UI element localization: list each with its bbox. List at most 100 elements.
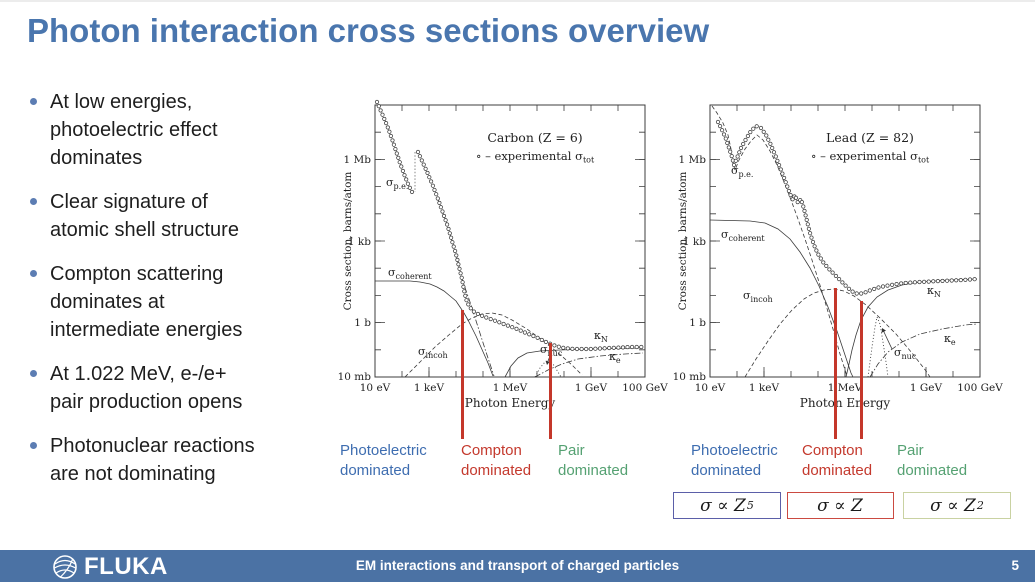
data-point	[579, 346, 584, 352]
bullet-item: Compton scattering dominates at intermed…	[30, 260, 342, 344]
data-point	[552, 343, 557, 348]
data-point	[738, 145, 744, 151]
data-point	[799, 200, 804, 205]
pair-nuclear-curve	[504, 347, 644, 378]
data-point	[885, 283, 890, 288]
data-point	[804, 217, 809, 222]
footer-bar: FLUKA EM interactions and transport of c…	[0, 550, 1035, 582]
data-point	[967, 277, 973, 282]
data-point	[786, 188, 791, 193]
bullet-icon	[30, 198, 37, 205]
carbon-pair-region-label: Pair dominated	[558, 442, 629, 479]
data-point	[949, 278, 954, 283]
data-point	[417, 154, 422, 159]
x-tick-label: 100 GeV	[957, 382, 1003, 394]
pair-electron-curve	[534, 352, 644, 378]
data-point	[726, 145, 731, 150]
data-point	[446, 226, 451, 231]
lead-chart: Cross section, barns/atom 1 Mb 1 kb 1 b …	[673, 90, 1003, 422]
kappa-n-label: κN	[594, 329, 608, 344]
data-point	[899, 281, 904, 286]
y-tick-label: 10 mb	[338, 371, 372, 383]
data-point	[840, 280, 845, 285]
page-title: Photon interaction cross sections overvi…	[27, 12, 710, 49]
data-point	[505, 323, 510, 328]
data-point	[390, 138, 395, 143]
experimental-data-points	[718, 122, 977, 294]
x-tick-label: 1 keV	[749, 382, 780, 394]
data-point	[729, 154, 734, 159]
data-point	[809, 235, 814, 240]
data-point	[894, 282, 899, 287]
data-point	[778, 167, 783, 172]
data-point	[510, 325, 515, 330]
data-point	[388, 133, 393, 139]
data-point	[543, 339, 548, 344]
data-point	[940, 278, 945, 283]
data-point	[518, 328, 523, 333]
data-point	[501, 321, 506, 327]
data-point	[737, 150, 742, 155]
data-point	[743, 137, 748, 143]
data-point	[376, 104, 381, 109]
data-point	[785, 184, 790, 189]
data-point	[445, 222, 450, 227]
coherent-curve	[375, 280, 494, 377]
y-axis-title: Cross section, barns/atom	[677, 172, 689, 311]
data-point	[771, 150, 777, 155]
data-point	[846, 286, 852, 291]
nuc-arrow	[883, 330, 893, 350]
fluka-globe-icon	[53, 555, 77, 579]
data-point	[917, 279, 922, 285]
data-point	[438, 205, 443, 210]
data-point	[837, 277, 842, 282]
data-point	[827, 267, 832, 272]
data-point	[456, 262, 461, 267]
data-point	[611, 345, 616, 350]
data-point	[816, 252, 821, 257]
x-tick-label: 1 GeV	[910, 382, 943, 394]
chart-title: Carbon (Z = 6)	[487, 130, 582, 145]
bullet-text: Clear signature of atomic shell structur…	[50, 191, 239, 241]
data-point	[393, 147, 398, 152]
data-point	[931, 279, 936, 284]
data-point	[908, 280, 913, 285]
data-point	[854, 291, 859, 296]
data-point	[863, 290, 868, 295]
data-point	[399, 164, 404, 169]
bullet-text: At 1.022 MeV, e-/e+ pair production open…	[50, 363, 243, 413]
data-point	[766, 137, 771, 142]
data-point	[620, 345, 626, 350]
data-point	[721, 132, 727, 137]
sigma-pe-label: σp.e.	[386, 176, 408, 191]
data-point	[630, 344, 635, 350]
data-point	[802, 208, 807, 213]
carbon-compton-boundary-line	[461, 310, 464, 439]
data-point	[821, 260, 826, 265]
data-point	[391, 142, 396, 147]
y-tick-label: 1 kb	[683, 236, 706, 248]
data-point	[514, 326, 519, 331]
data-point	[625, 345, 630, 350]
data-point	[616, 345, 621, 350]
major-ticks	[709, 159, 981, 377]
data-point	[843, 283, 848, 288]
data-point	[733, 158, 738, 163]
lead-pair-region-label: Pair dominated	[897, 442, 968, 479]
bullet-item: Clear signature of atomic shell structur…	[30, 188, 342, 244]
formula-text: σ ∝ Z	[700, 495, 746, 516]
data-point	[958, 278, 963, 283]
x-axis-title: Photon Energy	[800, 396, 891, 410]
bullet-item: At low energies, photoelectric effect do…	[30, 88, 342, 172]
data-point	[440, 209, 445, 214]
x-tick-label: 1 GeV	[575, 382, 608, 394]
data-point	[859, 291, 864, 296]
data-point	[602, 346, 607, 351]
data-point	[963, 277, 968, 282]
carbon-chart: Cross section, barns/atom 1 Mb 1 kb 1 b …	[338, 90, 668, 422]
data-point	[735, 154, 740, 159]
data-point	[731, 162, 737, 168]
y-tick-label: 1 b	[689, 317, 706, 329]
data-point	[584, 346, 589, 352]
photonuclear-curve	[867, 315, 889, 378]
